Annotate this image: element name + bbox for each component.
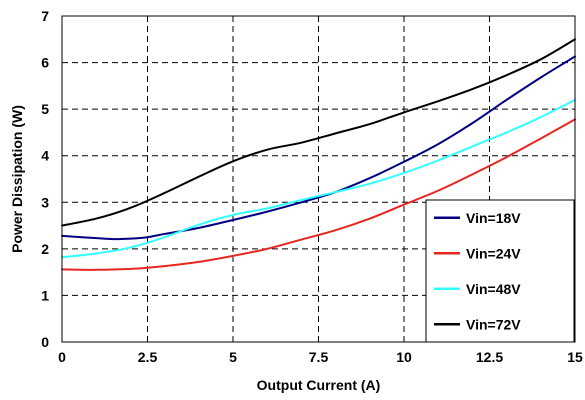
y-tick-label-0: 0: [41, 334, 49, 350]
legend-label-3: Vin=72V: [466, 316, 521, 332]
x-tick-label-4: 10: [396, 349, 412, 365]
legend-label-2: Vin=48V: [466, 281, 521, 297]
y-tick-label-6: 6: [41, 55, 49, 71]
series-line-0: [61, 55, 576, 241]
grid-lines: [62, 16, 575, 342]
legend-box: [425, 199, 575, 343]
y-tick-label-7: 7: [41, 8, 49, 24]
x-tick-label-3: 7.5: [309, 349, 329, 365]
series-lines: [61, 38, 576, 271]
series-line-2: [61, 98, 576, 259]
x-axis-title: Output Current (A): [257, 377, 381, 393]
x-tick-label-6: 15: [567, 349, 583, 365]
y-tick-label-4: 4: [41, 148, 49, 164]
plot-frame: [61, 15, 576, 343]
legend-label-0: Vin=18V: [466, 210, 521, 226]
x-tick-label-0: 0: [58, 349, 66, 365]
y-tick-label-5: 5: [41, 101, 49, 117]
y-axis-title: Power Dissipation (W): [9, 105, 25, 253]
legend-label-1: Vin=24V: [466, 245, 521, 261]
series-line-1: [61, 118, 576, 271]
y-axis-ticks: 0 1 2 3 4 5 6 7: [41, 8, 49, 350]
series-line-3: [61, 38, 576, 227]
y-tick-label-2: 2: [41, 241, 49, 257]
y-tick-label-3: 3: [41, 194, 49, 210]
y-tick-label-1: 1: [41, 287, 49, 303]
x-axis-ticks: 0 2.5 5 7.5 10 12.5 15: [58, 349, 583, 365]
x-tick-label-1: 2.5: [138, 349, 158, 365]
x-tick-label-5: 12.5: [476, 349, 503, 365]
x-tick-label-2: 5: [229, 349, 237, 365]
legend: Vin=18V Vin=24V Vin=48V Vin=72V: [425, 199, 575, 343]
